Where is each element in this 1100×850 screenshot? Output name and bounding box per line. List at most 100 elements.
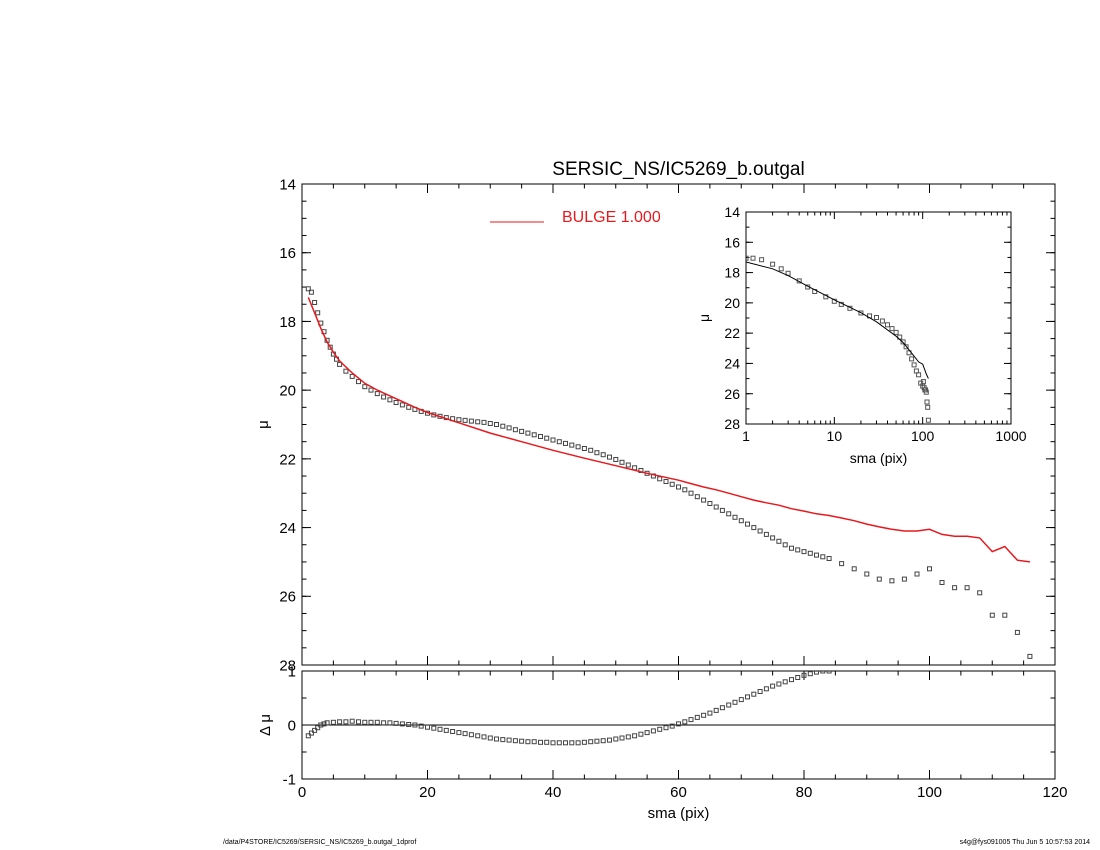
data-point-main <box>494 422 499 427</box>
data-point-residual <box>763 686 769 692</box>
data-point-residual <box>625 734 631 740</box>
data-point-main <box>663 479 669 484</box>
data-point-residual <box>512 738 518 744</box>
data-point-main <box>594 450 600 456</box>
data-point-residual <box>324 720 330 726</box>
data-point-residual <box>814 671 819 675</box>
data-point-residual <box>795 675 801 680</box>
data-point-inset <box>920 379 926 385</box>
data-point-residual <box>632 733 638 739</box>
data-point-main <box>619 459 625 465</box>
y-tick-label: 18 <box>279 314 296 331</box>
data-point-main <box>757 528 763 534</box>
data-point-main <box>308 289 314 295</box>
data-point-residual <box>613 736 619 742</box>
data-point-main <box>556 439 562 445</box>
data-point-inset <box>893 329 899 335</box>
data-point-residual <box>581 739 587 745</box>
inset-panel: 1 10 100 1000 14 16 18 20 22 24 26 28 sma (pix) μ <box>696 204 1027 466</box>
data-point-main <box>399 402 405 408</box>
y-tick-label: 22 <box>279 451 296 468</box>
x-tick-label: 120 <box>1042 784 1067 801</box>
data-point-inset <box>900 339 906 345</box>
data-point-residual <box>594 738 600 744</box>
data-point-residual <box>607 737 612 743</box>
data-point-residual <box>450 729 456 734</box>
data-point-residual <box>757 689 763 694</box>
data-point-residual <box>650 728 656 734</box>
y-tick-label: 24 <box>279 520 296 537</box>
data-point-residual <box>738 697 744 703</box>
data-point-main <box>315 310 321 316</box>
y-tick-label: 0 <box>288 717 296 734</box>
data-point-main <box>544 435 550 441</box>
data-point-residual <box>544 739 550 745</box>
data-point-main <box>707 501 713 506</box>
data-point-main <box>1027 653 1033 659</box>
data-point-residual <box>368 719 374 725</box>
y-tick-label: 26 <box>724 386 740 402</box>
data-point-inset <box>885 322 890 328</box>
data-point-main <box>327 344 333 350</box>
data-point-residual <box>676 721 681 727</box>
data-point-inset <box>911 362 917 368</box>
data-point-residual <box>575 740 581 746</box>
data-point-main <box>694 494 700 500</box>
data-point-main <box>356 379 361 385</box>
data-point-residual <box>519 738 525 744</box>
data-point-residual <box>456 730 462 736</box>
chart-title: SERSIC_NS/IC5269_b.outgal <box>552 159 804 180</box>
data-point-residual <box>688 717 694 723</box>
data-point-main <box>820 554 826 560</box>
data-point-residual <box>343 719 349 725</box>
x-tick-label: 20 <box>419 784 436 801</box>
data-point-main <box>312 300 318 305</box>
y-tick-label: 26 <box>279 589 296 606</box>
data-point-residual <box>356 719 361 725</box>
x-tick-label: 10 <box>827 428 843 444</box>
data-point-main <box>538 434 543 439</box>
data-point-main <box>839 561 845 567</box>
data-point-inset <box>924 399 930 405</box>
data-point-residual <box>669 723 675 729</box>
data-point-main <box>676 484 681 490</box>
data-point-residual <box>431 725 437 731</box>
data-point-main <box>337 361 343 367</box>
data-point-residual <box>330 719 336 725</box>
data-point-residual <box>600 738 606 744</box>
data-point-main <box>462 417 468 423</box>
data-point-main <box>738 518 744 524</box>
data-point-residual <box>443 727 449 733</box>
data-point-main <box>475 419 481 425</box>
data-point-main <box>826 556 832 561</box>
data-point-main <box>487 421 493 426</box>
data-point-residual <box>682 719 688 725</box>
data-point-residual <box>393 720 399 726</box>
inset-x-axis-label: sma (pix) <box>850 450 908 466</box>
data-point-main <box>719 507 725 513</box>
data-point-residual <box>349 718 355 724</box>
data-point-main <box>763 531 769 537</box>
x-tick-label: 100 <box>911 428 935 444</box>
data-point-main <box>575 444 581 450</box>
data-point-main <box>468 418 474 424</box>
data-point-inset <box>759 257 765 263</box>
data-point-main <box>789 545 794 551</box>
plot-area <box>302 671 1055 746</box>
data-point-inset <box>778 266 784 272</box>
data-point-residual <box>701 712 707 718</box>
data-point-main <box>512 427 518 433</box>
data-point-main <box>795 547 801 553</box>
data-point-inset <box>903 344 909 350</box>
data-point-main <box>600 452 606 458</box>
data-point-main <box>669 481 675 487</box>
data-point-residual <box>475 733 481 739</box>
data-point-residual <box>487 735 493 741</box>
data-point-residual <box>500 737 506 743</box>
data-point-residual <box>315 725 321 731</box>
data-point-residual <box>644 730 650 736</box>
data-point-main <box>1014 629 1020 635</box>
y-tick-label: 16 <box>724 234 740 250</box>
model-line-main <box>307 297 1031 563</box>
